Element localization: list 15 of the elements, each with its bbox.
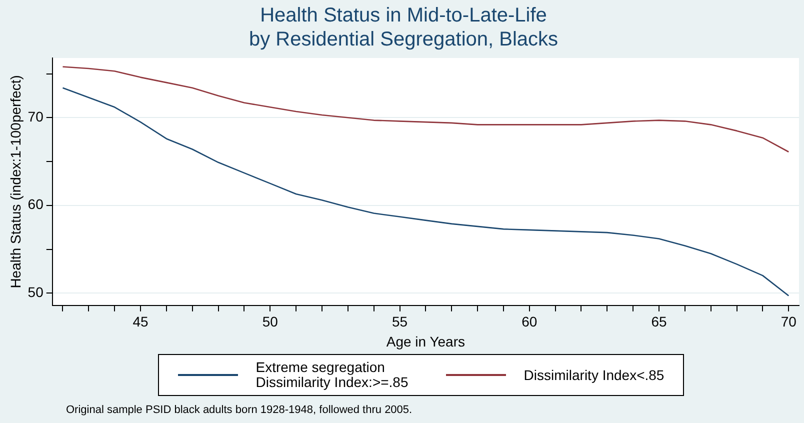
x-tick-label: 65 [651, 314, 668, 330]
y-axis-title: Health Status (index:1-100perfect) [7, 75, 24, 288]
x-tick-label: 70 [780, 314, 797, 330]
text: Original sample PSID black adults born 1928-1948, followed thru 2005. [66, 404, 412, 416]
x-tick-label: 45 [132, 314, 149, 330]
x-tick-label: 50 [262, 314, 278, 330]
x-tick-label: 60 [522, 314, 538, 330]
y-tick-label: 70 [28, 108, 44, 125]
chart-title: Health Status in Mid-to-Late-Life by Residential Segregation, Blacks [248, 4, 558, 51]
x-axis-title: Age in Years [386, 333, 465, 350]
y-tick-label: 60 [28, 196, 44, 212]
x-tick-label: 55 [392, 314, 408, 330]
legend-label: Extreme segregation Dissimilarity Index:>=.85 [256, 359, 408, 390]
legend-label: Dissimilarity Index<.85 [524, 366, 664, 382]
y-tick-label: 50 [28, 284, 44, 300]
